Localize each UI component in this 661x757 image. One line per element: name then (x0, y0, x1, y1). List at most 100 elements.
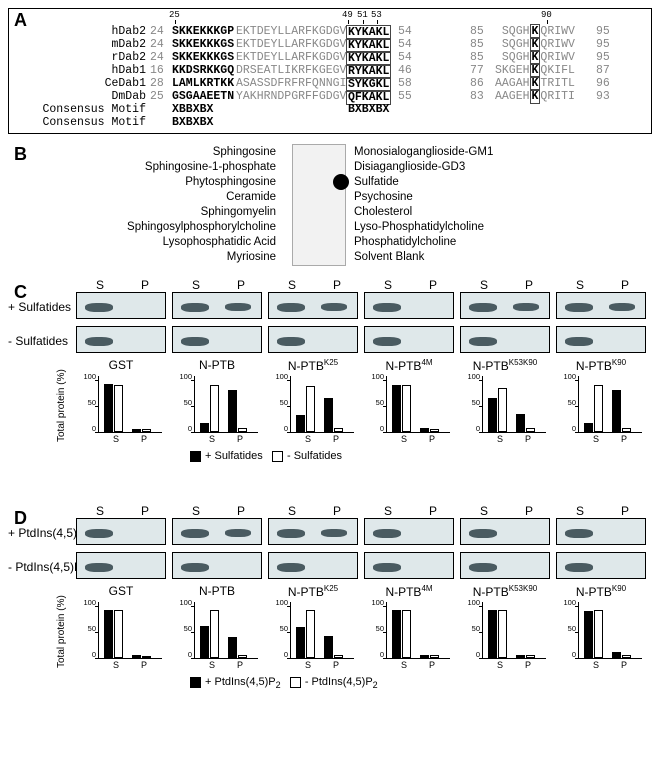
ytick: 100 (268, 372, 288, 381)
bar-chart: 050100SP (76, 376, 164, 444)
bar (334, 655, 343, 658)
ytick: 100 (172, 598, 192, 607)
condition-minus: - Sulfatides (8, 334, 68, 348)
lipid-label-right: Lyso-Phosphatidylcholine (354, 221, 484, 233)
ytick: 50 (364, 624, 384, 633)
seq-name: Consensus Motif (28, 103, 146, 116)
bar (114, 610, 123, 658)
ytick: 50 (76, 624, 96, 633)
xtick: S (586, 434, 606, 444)
gel-lane (268, 292, 358, 319)
lane-label: P (429, 278, 437, 292)
gel-lane (76, 552, 166, 579)
ytick: 100 (556, 372, 576, 381)
lipid-label-right: Phosphatidylcholine (354, 236, 456, 248)
gel-lane (172, 552, 262, 579)
bar (200, 423, 209, 432)
lipid-label-left: Ceramide (226, 191, 276, 203)
tick-num: 49 (342, 10, 353, 20)
lane-label: P (621, 278, 629, 292)
construct-label: N-PTBK53K90 (460, 584, 550, 599)
bar-chart: 050100SP (268, 376, 356, 444)
seq-linker: DRSEATLIKRFKGEGV (236, 64, 346, 77)
seq-num-2: 55 (398, 90, 412, 103)
seq-start-num: 24 (150, 51, 164, 64)
seq-num-2: 54 (398, 25, 412, 38)
xtick: S (490, 434, 510, 444)
xtick: S (490, 660, 510, 670)
seq-motif-1: GSGAAEETN (172, 90, 234, 103)
tick-num: 51 (357, 10, 368, 20)
construct-label: N-PTB (172, 584, 262, 598)
legend: + Sulfatides - Sulfatides (190, 450, 342, 462)
gel-lane (76, 326, 166, 353)
lane-label: S (96, 504, 104, 518)
gel-lane (460, 552, 550, 579)
gel-lane (268, 518, 358, 545)
ytick: 100 (76, 598, 96, 607)
xtick: P (518, 434, 538, 444)
lane-label: P (141, 504, 149, 518)
bar (210, 385, 219, 432)
bar (516, 414, 525, 432)
ytick: 50 (172, 398, 192, 407)
gel-lane (172, 518, 262, 545)
xtick: P (326, 434, 346, 444)
construct-label: GST (76, 358, 166, 372)
lane-label: S (288, 278, 296, 292)
seq-motif-1: XBBXBX (172, 103, 213, 116)
construct-label: N-PTB4M (364, 358, 454, 373)
lipid-label-right: Psychosine (354, 191, 413, 203)
seq-num-2: 54 (398, 38, 412, 51)
construct-label: N-PTB4M (364, 584, 454, 599)
gel-lane (364, 552, 454, 579)
xtick: P (518, 660, 538, 670)
seq-linker: EKTDEYLLARFKGDGV (236, 25, 346, 38)
construct-label: N-PTBK90 (556, 584, 646, 599)
ytick: 100 (460, 372, 480, 381)
bar (584, 611, 593, 658)
bar-chart: 050100SP (364, 376, 452, 444)
seq-end-num: 93 (596, 90, 610, 103)
seq-num-2: 46 (398, 64, 412, 77)
seq-end-num: 95 (596, 25, 610, 38)
ytick: 50 (268, 398, 288, 407)
bar (526, 655, 535, 658)
gel-lane (76, 292, 166, 319)
bar (402, 610, 411, 658)
seq-name: rDab2 (28, 51, 146, 64)
gel-lane (556, 326, 646, 353)
seq-name: Consensus Motif (28, 116, 146, 129)
ytick: 100 (268, 598, 288, 607)
ytick: 100 (76, 372, 96, 381)
seq-num-3: 85 (470, 38, 484, 51)
seq-linker: EKTDEYLLARFKGDGV (236, 51, 346, 64)
gel-lane (460, 518, 550, 545)
gel-lane (364, 326, 454, 353)
xtick: S (586, 660, 606, 670)
xtick: P (614, 660, 634, 670)
bar-chart: 050100SP (76, 602, 164, 670)
seq-linker: ASASSDFRFRFQNNGI (236, 77, 346, 90)
seq-start-num: 24 (150, 25, 164, 38)
bar (324, 636, 333, 658)
xtick: S (202, 434, 222, 444)
ytick: 0 (364, 650, 384, 659)
gel-lane (460, 326, 550, 353)
lane-label: P (237, 504, 245, 518)
seq-num-3: 85 (470, 25, 484, 38)
tick-num: 90 (541, 10, 552, 20)
seq-end-num: 87 (596, 64, 610, 77)
bar (612, 390, 621, 432)
bar (392, 385, 401, 432)
bar (612, 652, 621, 658)
xtick: P (230, 660, 250, 670)
bar (622, 655, 631, 658)
construct-label: N-PTB (172, 358, 262, 372)
bar (488, 610, 497, 658)
lipid-label-left: Sphingosine-1-phosphate (145, 161, 276, 173)
gel-lane (364, 292, 454, 319)
seq-motif-1: SKKEKKKGP (172, 25, 234, 38)
bar (238, 428, 247, 432)
lipid-label-left: Lysophosphatidic Acid (163, 236, 276, 248)
